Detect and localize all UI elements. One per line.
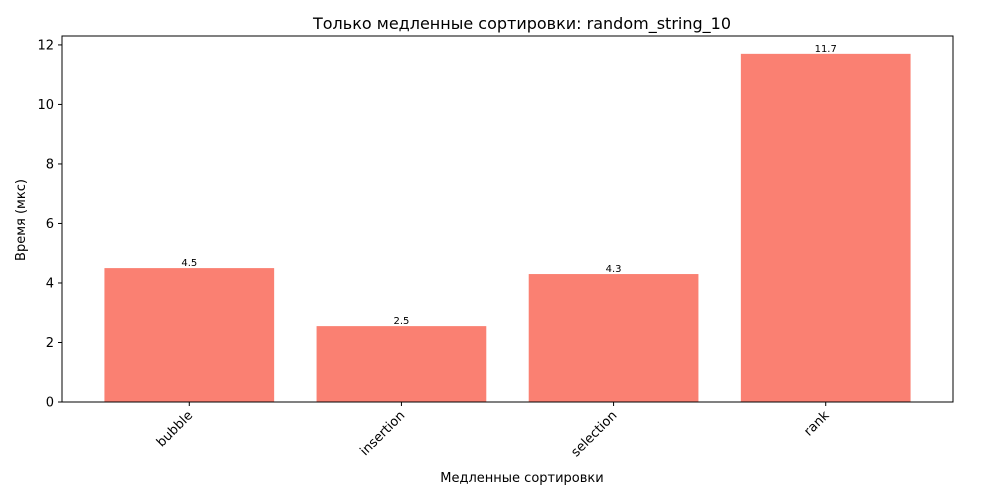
y-axis: 0 2 4 6 8 10 12 [37, 38, 62, 411]
data-label-insertion: 2.5 [393, 316, 409, 327]
y-tick-label: 8 [46, 157, 54, 172]
y-tick-label: 4 [46, 276, 54, 291]
x-tick-label-rank: rank [801, 408, 833, 440]
x-tick-label-insertion: insertion [357, 408, 408, 459]
bars-group [104, 53, 911, 402]
chart-title: Только медленные сортировки: random_stri… [312, 14, 731, 34]
y-tick-label: 10 [37, 98, 54, 113]
plot-frame [61, 35, 954, 403]
bar-selection [528, 274, 699, 402]
y-tick-label: 12 [37, 38, 54, 53]
y-axis-label: Время (мкс) [14, 179, 29, 261]
bar-rank [740, 53, 911, 402]
x-tick-label-bubble: bubble [154, 408, 196, 450]
x-axis-label: Медленные сортировки [440, 471, 603, 486]
y-tick-label: 2 [46, 336, 54, 351]
x-axis: bubble insertion selection rank [154, 402, 833, 460]
data-label-bubble: 4.5 [181, 258, 197, 269]
y-tick-label: 0 [46, 396, 54, 411]
data-label-selection: 4.3 [606, 264, 622, 275]
bar-insertion [316, 326, 487, 402]
x-tick-label-selection: selection [568, 408, 620, 460]
data-label-rank: 11.7 [815, 44, 837, 55]
data-labels-group: 4.5 2.5 4.3 11.7 [181, 44, 837, 327]
bar-bubble [104, 268, 275, 402]
y-tick-label: 6 [46, 217, 54, 232]
